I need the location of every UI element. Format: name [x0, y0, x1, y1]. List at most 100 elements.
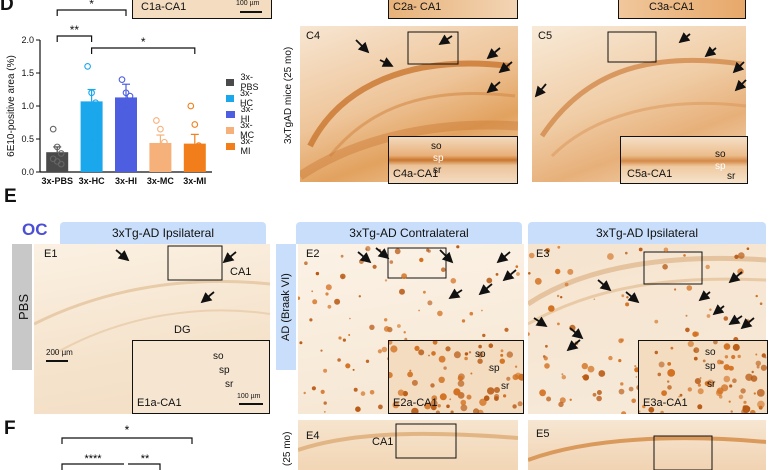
plaque-dot — [631, 398, 636, 404]
plaque-dot — [453, 388, 461, 396]
label-scale-100: 100 µm — [237, 393, 261, 400]
plaque-dot — [466, 394, 472, 400]
plaque-dot — [753, 392, 756, 395]
plaque-dot — [478, 344, 482, 349]
e4-tissue — [298, 423, 518, 459]
plaque-dot — [514, 365, 518, 368]
label-c3a: C3a-CA1 — [649, 1, 695, 13]
plaque-dot — [419, 257, 424, 263]
plaque-dot — [757, 400, 765, 409]
data-point — [88, 112, 95, 120]
plaque-dot — [456, 245, 460, 249]
label-ca1: CA1 — [230, 266, 252, 278]
arrow-pointer — [502, 269, 517, 282]
arrow-pointer — [438, 34, 453, 45]
plaque-dot — [506, 351, 513, 358]
plaque-dot — [694, 378, 701, 385]
plaque-dot — [483, 395, 490, 401]
plaque-dot — [369, 324, 375, 330]
plaque-dot — [325, 292, 329, 296]
legend-item: 3x-HC — [226, 88, 257, 108]
data-point — [187, 102, 195, 110]
plaque-dot — [340, 273, 346, 280]
plaque-dot — [430, 399, 438, 407]
plaque-dot — [348, 334, 351, 336]
plaque-dot — [499, 358, 505, 364]
plaque-dot — [702, 359, 706, 363]
plaque-dot — [404, 337, 408, 341]
plaque-dot — [500, 353, 504, 357]
arrow-pointer — [375, 247, 390, 260]
arrow-pointer — [496, 251, 511, 264]
plaque-dot — [678, 395, 681, 398]
header-e2: 3xTg-AD Contralateral — [296, 222, 522, 244]
plaque-dot — [545, 344, 548, 348]
legend-swatch — [226, 110, 235, 118]
label-c5: C5 — [538, 30, 553, 42]
oc-label: OC — [22, 220, 48, 239]
data-point — [187, 147, 195, 155]
bar — [115, 97, 137, 172]
plaque-dot — [303, 391, 306, 395]
data-point — [126, 92, 134, 100]
label-e1: E1 — [44, 248, 58, 260]
plaque-dot — [635, 376, 638, 378]
plaque-dot — [446, 404, 450, 409]
plaque-dot — [423, 290, 426, 294]
plaque-dot — [482, 333, 486, 338]
label-so: so — [705, 347, 716, 358]
row-f-significance: * **** ** — [61, 423, 193, 470]
plaque-dot — [486, 277, 493, 284]
label-sp: sp — [715, 161, 726, 172]
label-sr: sr — [433, 165, 442, 176]
plaque-dot — [437, 310, 443, 317]
plaque-dot — [403, 331, 406, 334]
plaque-dot — [759, 302, 763, 305]
plaque-dot — [561, 375, 566, 380]
plaque-dot — [556, 294, 560, 298]
plaque-dot — [464, 356, 468, 361]
plaque-dot — [706, 314, 711, 318]
arrow-pointer — [200, 291, 215, 304]
plaque-dot — [693, 356, 698, 361]
label-e1a: E1a-CA1 — [137, 397, 182, 409]
plaque-dot — [466, 352, 469, 355]
plaque-dot — [625, 251, 628, 255]
plaque-dot — [503, 394, 507, 398]
plaque-dot — [634, 365, 637, 368]
plaque-dot — [534, 277, 542, 285]
significance-bracket — [56, 35, 93, 42]
plaque-dot — [755, 353, 758, 356]
plaque-dot — [756, 365, 760, 369]
legend-item: 3x-HI — [226, 104, 257, 124]
plaque-dot — [504, 327, 509, 332]
plaque-dot — [401, 273, 407, 279]
plaque-dot — [567, 268, 574, 275]
plaque-dot — [581, 362, 588, 370]
plaque-dot — [699, 377, 702, 379]
plaque-dot — [453, 351, 461, 359]
plaque-dot — [662, 264, 668, 270]
plaque-dot — [389, 341, 393, 345]
label-scale-200: 200 µm — [46, 348, 73, 357]
row-f-vertical-label: (25 mo) — [282, 431, 293, 467]
data-point — [161, 138, 168, 146]
plaque-dot — [432, 341, 438, 345]
data-point — [92, 99, 99, 107]
plaque-dot — [731, 354, 736, 360]
data-point — [57, 150, 65, 157]
plaque-dot — [654, 319, 659, 324]
label-c5a: C5a-CA1 — [627, 168, 673, 180]
header-e1: 3xTg-AD Ipsilateral — [60, 222, 266, 244]
plaque-dot — [592, 392, 597, 397]
micrograph-e5: E5 — [528, 420, 766, 470]
plaque-dot — [544, 363, 550, 369]
label-so: so — [213, 351, 224, 362]
legend-swatch — [226, 126, 235, 134]
plaque-dot — [555, 268, 561, 275]
plaque-dot — [634, 367, 640, 373]
label-so: so — [715, 149, 726, 160]
plaque-dot — [345, 363, 351, 369]
plaque-dot — [621, 294, 625, 298]
data-point — [53, 143, 61, 151]
